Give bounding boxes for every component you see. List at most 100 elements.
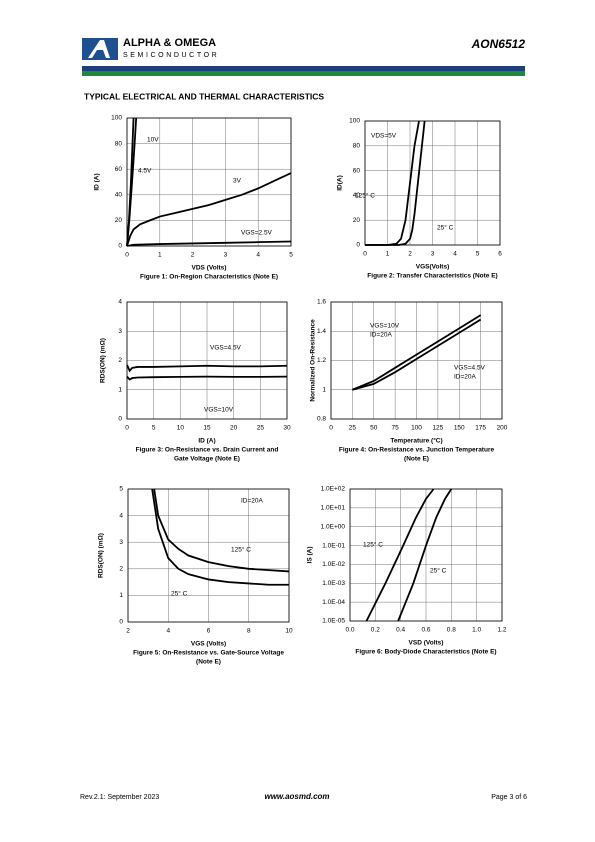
company-name: ALPHA & OMEGA [123,37,216,49]
x-tick-label: 20 [230,425,238,432]
curve [365,120,426,246]
x-tick-label: 1 [386,251,390,258]
x-tick-label: 175 [475,425,486,432]
y-tick-label: 100 [349,118,360,125]
curve-label: 10V [147,137,159,144]
curve [126,172,292,247]
x-tick-label: 10 [285,628,293,635]
curve-label: 4.5V [138,168,152,175]
figure-caption: Figure 4: On-Resistance vs. Junction Tem… [339,447,495,454]
x-tick-label: 50 [370,425,378,432]
header-bar-green [82,71,525,76]
y-axis-label: RDS(ON) (mΩ) [98,533,105,578]
x-tick-label: 0.0 [345,627,354,634]
x-axis-label: VGS(Volts) [416,264,449,271]
y-tick-label: 4 [118,299,122,306]
x-tick-label: 0 [329,425,333,432]
x-tick-label: 6 [498,251,502,258]
figure-caption: Figure 6: Body-Diode Characteristics (No… [355,649,496,656]
y-tick-label: 0 [118,416,122,423]
logo-glyph [88,40,110,58]
curve-label: 25° C [437,224,454,232]
y-tick-label: 60 [353,167,361,174]
y-axis-label: Normalized On-Resistance [310,319,317,402]
x-tick-label: 0.8 [447,627,456,634]
footer-page: Page 3 of 6 [491,794,527,801]
y-tick-label: 1.0E-05 [322,618,345,625]
figure-caption: Figure 2: Transfer Characteristics (Note… [367,273,497,280]
x-tick-label: 15 [203,425,211,432]
x-tick-label: 0 [363,251,367,258]
y-tick-label: 1.0E-04 [322,599,345,606]
x-tick-label: 1 [158,252,162,259]
footer-revision: Rev.2.1: September 2023 [80,794,159,801]
y-tick-label: 1 [118,386,122,393]
y-tick-label: 20 [353,217,361,224]
x-tick-label: 30 [283,425,291,432]
plot-frame [330,301,503,420]
curve [397,488,453,622]
curve-label: 25° C [171,590,188,598]
y-tick-label: 0.8 [317,416,326,423]
y-tick-label: 5 [119,486,123,493]
y-tick-label: 0 [119,619,123,626]
x-tick-label: 125 [432,425,443,432]
y-tick-label: 2 [119,566,123,573]
y-tick-label: 1.4 [317,328,326,335]
x-tick-label: 2 [191,252,195,259]
y-tick-label: 1.2 [317,357,326,364]
plot-frame [127,488,290,623]
curve [126,117,138,247]
y-tick-label: 1.0E-01 [322,542,345,549]
y-tick-label: 1.0E+02 [321,486,346,493]
annotation: VDS=5V [371,133,397,140]
x-axis-label: VDS (Volts) [192,265,227,272]
section-title: TYPICAL ELECTRICAL AND THERMAL CHARACTER… [84,91,324,101]
x-tick-label: 10 [177,425,185,432]
x-tick-label: 100 [411,425,422,432]
figure-caption: Figure 3: On-Resistance vs. Drain Curren… [136,447,279,454]
y-axis-label: ID(A) [337,175,344,191]
x-tick-label: 4 [166,628,170,635]
curve-label: VGS=4.5V [454,365,486,372]
x-axis-label: ID (A) [198,438,215,445]
x-axis-label: VGS (Volts) [191,641,226,648]
x-tick-label: 0 [125,252,129,259]
x-tick-label: 3 [431,251,435,258]
curve-label: VGS=10V [204,407,234,414]
annotation: ID=20A [241,498,264,505]
curve-label: 125° C [355,192,375,200]
plot-frame [126,301,288,420]
curve [365,488,435,622]
y-tick-label: 80 [353,143,361,150]
x-tick-label: 1.0 [472,627,481,634]
figure-caption: Gate Voltage (Note E) [174,456,240,463]
x-tick-label: 0 [125,425,129,432]
annotation: ID=20A [454,374,477,381]
curve [153,488,290,573]
curve-label: 25° C [430,567,447,575]
y-tick-label: 0 [356,242,360,249]
curve-label: 125° C [363,541,383,549]
y-axis-label: IS (A) [307,547,314,564]
y-tick-label: 1.0E+01 [321,505,346,512]
curve-label: VGS=4.5V [210,345,242,352]
header-bar-blue [82,66,525,71]
y-tick-label: 80 [115,140,123,147]
x-tick-label: 4 [453,251,457,258]
x-tick-label: 5 [289,252,293,259]
y-tick-label: 0 [118,243,122,250]
curve [352,314,482,391]
x-tick-label: 75 [392,425,400,432]
y-tick-label: 1 [322,386,326,393]
y-tick-label: 40 [353,192,361,199]
y-tick-label: 1.0E-03 [322,580,345,587]
figure-caption: (Note E) [196,659,221,666]
y-tick-label: 2 [118,357,122,364]
y-axis-label: ID (A) [94,173,101,190]
x-tick-label: 4 [256,252,260,259]
curve [126,364,288,373]
curve [151,488,289,586]
annotation: ID=20A [370,332,393,339]
